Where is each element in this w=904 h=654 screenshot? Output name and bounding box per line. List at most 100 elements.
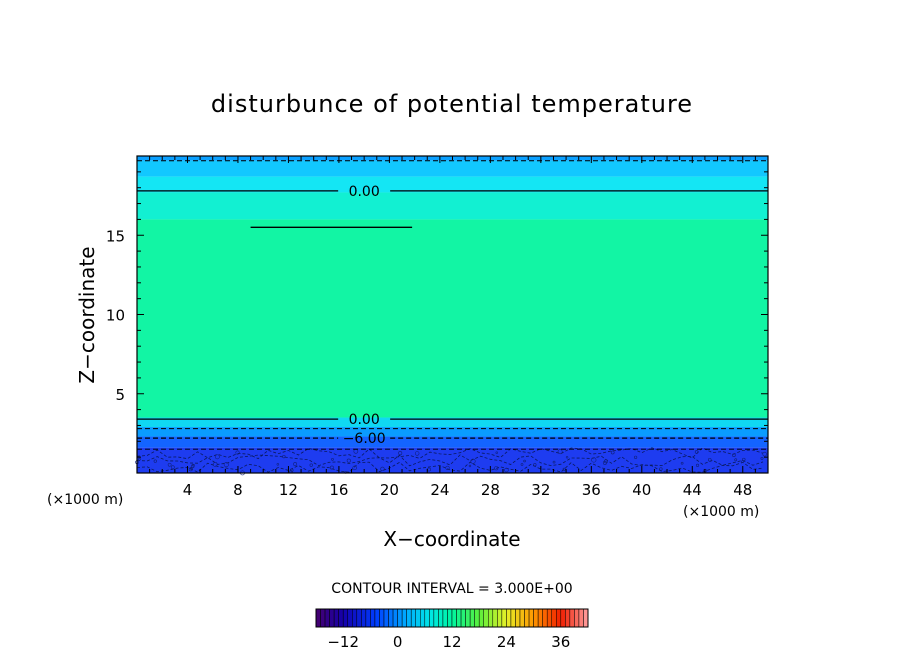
colorbar-cell-1 (320, 608, 326, 628)
colorbar-cell-41 (501, 608, 507, 628)
x-unit-left: (×1000 m) (47, 492, 123, 508)
colorbar-cell-11 (365, 608, 371, 628)
y-tick-label-10: 10 (106, 307, 125, 325)
colorbar-cell-20 (406, 608, 412, 628)
surface-eddy-55 (565, 456, 569, 459)
colorbar-cell-22 (415, 608, 421, 628)
band-5 (137, 417, 768, 428)
surface-eddy-26 (235, 450, 240, 455)
colorbar-cell-25 (429, 608, 435, 628)
surface-eddy-2 (760, 456, 764, 460)
surface-eddy-57 (170, 465, 175, 470)
colorbar-cell-45 (519, 608, 525, 628)
surface-eddy-43 (494, 466, 499, 471)
surface-eddy-35 (610, 450, 615, 455)
surface-eddy-18 (153, 459, 157, 463)
colorbar-cell-31 (456, 608, 462, 628)
color-bands (137, 156, 768, 473)
surface-eddy-56 (290, 468, 294, 472)
colorbar-cell-6 (342, 608, 348, 628)
colorbar-cell-50 (542, 608, 548, 628)
colorbar-cell-0 (315, 608, 321, 628)
colorbar-cell-23 (420, 608, 426, 628)
colorbar-cell-3 (329, 608, 335, 628)
colorbar-cell-51 (546, 608, 552, 628)
x-tick-label-44: 44 (683, 481, 702, 499)
colorbar-cell-39 (492, 608, 498, 628)
y-tick-label-15: 15 (106, 227, 125, 245)
surface-eddy-40 (523, 459, 526, 463)
x-unit-right: (×1000 m) (683, 504, 759, 520)
colorbar-cell-18 (397, 608, 403, 628)
x-axis-label: X−coordinate (383, 527, 520, 551)
colorbar-cell-58 (578, 608, 584, 628)
band-1 (137, 160, 768, 177)
surface-eddy-46 (137, 457, 141, 461)
colorbar-cell-44 (515, 608, 521, 628)
colorbar-cell-33 (465, 608, 471, 628)
surface-eddy-16 (276, 463, 280, 466)
colorbar-cell-19 (401, 608, 407, 628)
colorbar-frame (315, 608, 589, 628)
surface-eddy-7 (282, 454, 286, 459)
colorbar-cell-43 (510, 608, 516, 628)
surface-eddy-27 (634, 455, 638, 459)
colorbar-cell-57 (574, 608, 580, 628)
x-tick-label-32: 32 (531, 481, 550, 499)
colorbar-cell-36 (478, 608, 484, 628)
contour-label-2: −6.00 (343, 431, 386, 447)
chart-title: disturbunce of potential temperature (211, 90, 693, 118)
y-axis-label: Z−coordinate (75, 246, 99, 383)
colorbar-cell-16 (388, 608, 394, 628)
surface-eddy-34 (223, 462, 229, 468)
colorbar-cell-56 (569, 608, 575, 628)
surface-eddy-48 (557, 449, 563, 455)
x-tick-label-20: 20 (380, 481, 399, 499)
surface-eddy-19 (352, 465, 357, 471)
contour-lines: 0.00 0.00 −6.00 (137, 160, 768, 450)
colorbar-cell-24 (424, 608, 430, 628)
surface-eddy-1 (167, 462, 172, 467)
surface-eddy-25 (309, 463, 313, 467)
surface-eddy-17 (214, 454, 220, 460)
surface-eddy-30 (346, 458, 351, 463)
surface-eddy-21 (694, 450, 699, 454)
surface-eddy-54 (734, 458, 738, 462)
contour-label-0: 0.00 (349, 184, 380, 200)
x-tick-label-4: 4 (183, 481, 193, 499)
surface-eddy-24 (591, 457, 597, 463)
surface-eddy-28 (504, 467, 509, 473)
surface-eddy-10 (398, 451, 403, 456)
colorbar-tick-36: 36 (551, 633, 570, 651)
colorbar-cell-28 (442, 608, 448, 628)
surface-eddy-31 (212, 461, 218, 467)
surface-eddy-22 (732, 453, 736, 457)
x-tick-label-36: 36 (582, 481, 601, 499)
colorbar-cell-4 (333, 608, 339, 628)
colorbar-cell-26 (433, 608, 439, 628)
colorbar-cell-35 (474, 608, 480, 628)
surface-contour-1 (136, 454, 764, 467)
contour-interval: CONTOUR INTERVAL = 3.000E+00 (331, 581, 572, 597)
colorbar-tick--12: −12 (327, 633, 359, 651)
x-tick-label-16: 16 (329, 481, 348, 499)
surface-eddy-52 (331, 458, 334, 461)
colorbar-cell-15 (383, 608, 389, 628)
colorbar-cell-32 (460, 608, 466, 628)
colorbar-cell-52 (551, 608, 557, 628)
colorbar-cell-13 (374, 608, 380, 628)
colorbar-cell-37 (483, 608, 489, 628)
colorbar-cell-48 (533, 608, 539, 628)
surface-contour-0 (136, 461, 764, 473)
band-7 (137, 436, 768, 448)
x-tick-label-8: 8 (233, 481, 243, 499)
surface-eddy-5 (741, 460, 744, 463)
contour-label-1: 0.00 (349, 412, 380, 428)
colorbar-cell-42 (506, 608, 512, 628)
colorbar-cell-34 (469, 608, 475, 628)
colorbar-cell-55 (565, 608, 571, 628)
colorbar-cell-29 (447, 608, 453, 628)
surface-eddy-8 (707, 457, 712, 462)
